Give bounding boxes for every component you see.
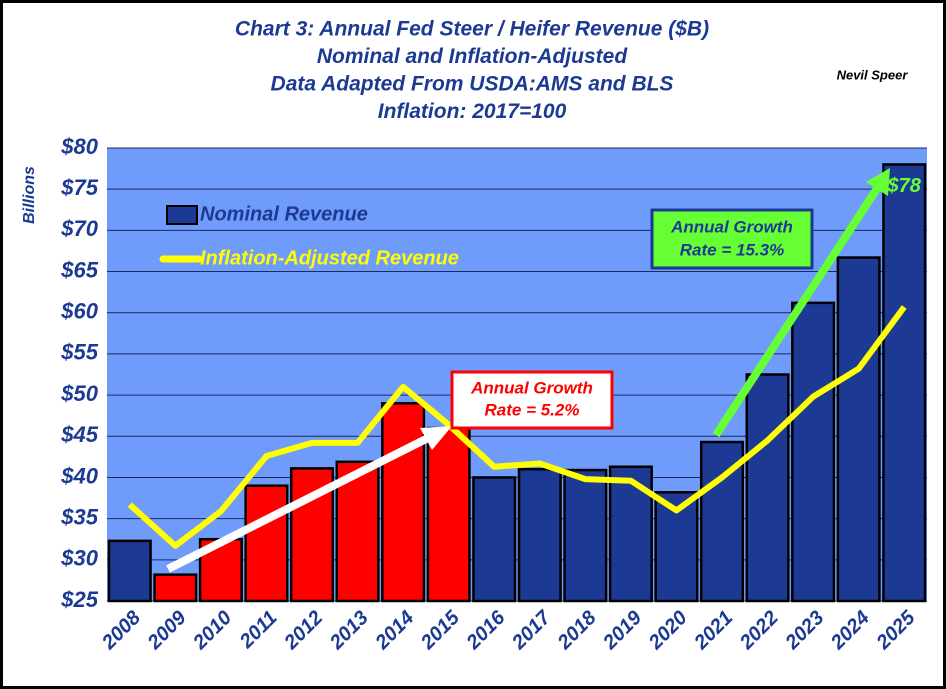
y-tick-label: $55 — [60, 340, 98, 365]
annotation: Annual Growth — [670, 217, 793, 236]
bar — [426, 426, 471, 603]
bar — [836, 256, 881, 603]
bar — [381, 402, 426, 603]
arrow-right — [712, 168, 890, 438]
arrow-left — [166, 426, 452, 573]
legend-swatch — [166, 205, 198, 225]
bar — [745, 373, 790, 603]
legend-label: Nominal Revenue — [200, 203, 368, 225]
value-label: $78 — [887, 175, 922, 197]
line — [127, 305, 907, 549]
y-tick-label: $50 — [60, 381, 98, 406]
y-axis-label: Billions — [21, 166, 38, 224]
y-tick-label: $25 — [60, 587, 98, 612]
bar — [517, 467, 562, 603]
y-tick-label: $30 — [60, 546, 98, 571]
bar — [882, 163, 927, 603]
y-tick-label: $70 — [60, 216, 98, 241]
y-tick-label: $75 — [60, 175, 98, 200]
chart-title: Inflation: 2017=100 — [378, 100, 567, 123]
y-tick-label: $65 — [60, 257, 98, 282]
annotation: Rate = 5.2% — [485, 400, 580, 419]
y-tick-label: $40 — [60, 463, 98, 488]
y-tick-label: $80 — [60, 134, 98, 159]
chart-title: Nominal and Inflation-Adjusted — [317, 45, 628, 68]
bar — [791, 301, 836, 603]
bar — [244, 484, 289, 603]
bar — [153, 573, 198, 603]
bar — [335, 460, 380, 603]
annotation: Rate = 15.3% — [680, 240, 784, 259]
y-tick-label: $35 — [60, 504, 98, 529]
bar — [107, 539, 152, 603]
y-tick-label: $45 — [60, 422, 98, 447]
annotation-box — [450, 370, 614, 430]
y-tick-label: $60 — [60, 299, 98, 324]
chart-title: Chart 3: Annual Fed Steer / Heifer Reven… — [235, 18, 709, 41]
bar — [472, 476, 517, 603]
bar — [563, 468, 608, 603]
annotation: Annual Growth — [470, 378, 593, 397]
chart-title: Data Adapted From USDA:AMS and BLS — [271, 73, 674, 96]
annotation-box — [650, 208, 814, 270]
legend-label: Inflation-Adjusted Revenue — [200, 247, 459, 269]
author: Nevil Speer — [837, 67, 909, 82]
